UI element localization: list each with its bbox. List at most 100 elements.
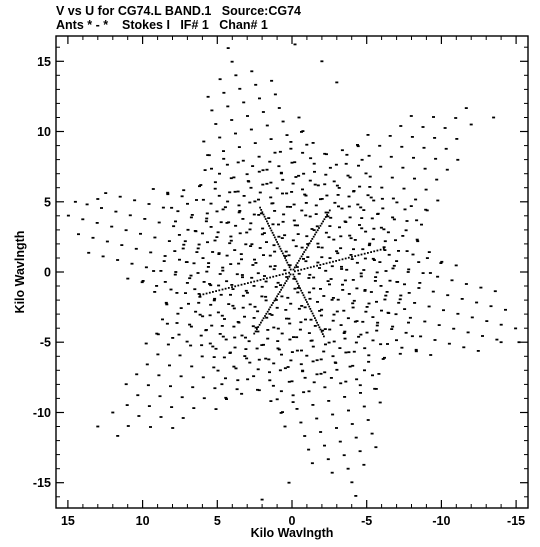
uv-point bbox=[270, 314, 274, 316]
uv-point bbox=[293, 275, 296, 278]
uv-point bbox=[308, 242, 311, 245]
uv-point bbox=[267, 217, 271, 219]
uv-point bbox=[253, 200, 257, 203]
uv-point bbox=[328, 209, 331, 212]
uv-point bbox=[454, 264, 458, 267]
uv-point bbox=[253, 332, 256, 335]
uv-point bbox=[301, 151, 305, 154]
uv-point bbox=[311, 142, 315, 144]
uv-point bbox=[159, 270, 163, 272]
uv-point bbox=[323, 328, 327, 330]
uv-point bbox=[291, 394, 295, 397]
uv-point bbox=[237, 211, 241, 214]
uv-point bbox=[285, 259, 288, 262]
uv-point bbox=[234, 224, 238, 227]
uv-point bbox=[165, 303, 169, 306]
uv-point bbox=[287, 481, 291, 484]
uv-point bbox=[236, 161, 240, 164]
uv-point bbox=[388, 279, 392, 282]
uv-point bbox=[357, 254, 360, 257]
uv-point bbox=[157, 374, 161, 377]
uv-point bbox=[228, 242, 232, 245]
uv-point bbox=[345, 268, 349, 271]
uv-point bbox=[273, 236, 276, 239]
uv-point bbox=[402, 187, 406, 190]
uv-point bbox=[312, 314, 315, 317]
uv-point bbox=[353, 320, 357, 323]
uv-point bbox=[147, 203, 151, 205]
uv-point bbox=[180, 195, 184, 198]
uv-point bbox=[395, 201, 399, 204]
uv-point bbox=[251, 325, 255, 328]
uv-point bbox=[440, 260, 444, 263]
uv-point bbox=[185, 340, 189, 343]
uv-point bbox=[399, 294, 403, 297]
uv-point bbox=[201, 315, 205, 318]
uv-point bbox=[271, 223, 275, 226]
uv-point bbox=[374, 276, 378, 278]
uv-point bbox=[116, 435, 120, 437]
uv-point bbox=[256, 330, 260, 333]
uv-point bbox=[227, 287, 230, 289]
uv-point bbox=[329, 216, 333, 219]
uv-point bbox=[287, 380, 291, 383]
uv-point bbox=[202, 397, 206, 400]
uv-point bbox=[299, 421, 303, 424]
uv-point bbox=[334, 163, 338, 166]
uv-point bbox=[324, 231, 328, 234]
uv-point bbox=[350, 423, 354, 425]
uv-point bbox=[203, 169, 207, 171]
uv-point bbox=[328, 225, 332, 227]
uv-point bbox=[337, 205, 340, 208]
uv-point bbox=[489, 305, 493, 308]
uv-point bbox=[362, 209, 366, 211]
uv-point bbox=[252, 213, 256, 216]
uv-point bbox=[268, 254, 272, 257]
uv-point bbox=[300, 209, 304, 212]
uv-point bbox=[266, 329, 270, 331]
uv-point bbox=[328, 257, 332, 259]
uv-point bbox=[297, 116, 301, 119]
uv-point bbox=[163, 255, 167, 257]
uv-point bbox=[347, 351, 351, 354]
uv-point bbox=[352, 190, 356, 193]
uv-point bbox=[308, 215, 312, 218]
uv-point bbox=[368, 242, 372, 245]
uv-point bbox=[176, 210, 180, 213]
uv-point bbox=[270, 304, 273, 306]
uv-point bbox=[173, 273, 177, 276]
uv-point bbox=[156, 353, 160, 356]
uv-point bbox=[256, 328, 258, 331]
uv-point bbox=[319, 358, 323, 361]
uv-point bbox=[232, 176, 236, 179]
uv-point bbox=[342, 454, 346, 457]
uv-point bbox=[137, 415, 141, 417]
uv-point bbox=[373, 250, 376, 253]
uv-point bbox=[289, 147, 293, 150]
uv-point bbox=[217, 194, 221, 197]
uv-point bbox=[354, 255, 357, 257]
uv-point bbox=[427, 305, 431, 308]
uv-point bbox=[183, 240, 187, 243]
uv-point bbox=[229, 235, 233, 238]
uv-point bbox=[392, 264, 396, 267]
uv-point bbox=[303, 306, 307, 309]
data-points bbox=[66, 43, 521, 501]
uv-point bbox=[306, 301, 308, 303]
uv-point bbox=[268, 225, 270, 227]
uv-point bbox=[281, 273, 284, 276]
uv-point bbox=[384, 270, 388, 272]
uv-point bbox=[228, 351, 232, 354]
uv-point bbox=[249, 245, 253, 247]
uv-point bbox=[182, 189, 186, 192]
uv-point bbox=[289, 273, 292, 276]
uv-point bbox=[332, 260, 334, 263]
uv-point bbox=[347, 409, 350, 412]
uv-point bbox=[266, 277, 268, 280]
uv-point bbox=[272, 234, 275, 236]
uv-point bbox=[299, 287, 301, 290]
uv-point bbox=[285, 205, 289, 208]
uv-point bbox=[233, 336, 237, 339]
uv-point bbox=[342, 309, 346, 312]
uv-point bbox=[278, 245, 281, 248]
